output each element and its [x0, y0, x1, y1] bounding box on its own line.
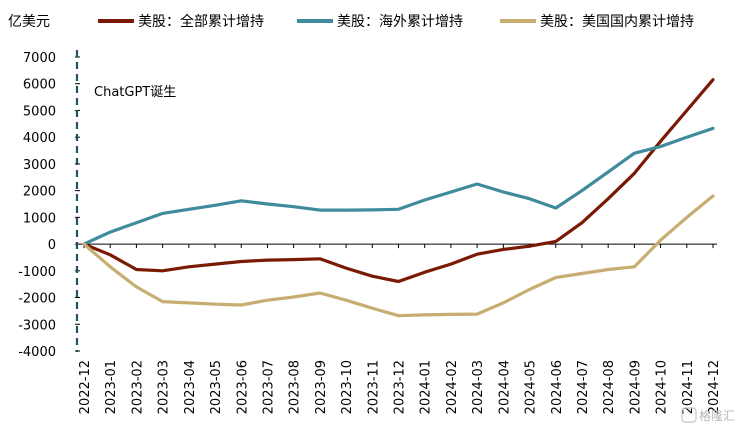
x-tick-label: 2023-12	[393, 360, 408, 414]
x-tick-label: 2024-12	[707, 360, 722, 414]
x-tick-label: 2023-05	[209, 360, 224, 414]
series-line-1	[82, 78, 715, 284]
y-tick-label: 2000	[23, 185, 56, 200]
x-tick-label: 2024-03	[471, 360, 486, 414]
x-tick-label: 2024-09	[628, 360, 643, 414]
y-tick-label: -4000	[18, 345, 56, 360]
y-tick-label: 5000	[23, 104, 56, 119]
x-tick-label: 2023-10	[340, 360, 355, 414]
y-tick-label: -1000	[18, 265, 56, 280]
chatgpt-annotation-label: ChatGPT诞生	[94, 85, 176, 100]
watermark-text: 格隆汇	[699, 408, 735, 423]
x-tick-label: 2023-01	[104, 360, 119, 414]
x-tick-label: 2023-07	[261, 360, 276, 414]
series-line-2	[82, 126, 715, 246]
x-tick-label: 2024-06	[550, 360, 565, 414]
x-tick-label: 2024-02	[445, 360, 460, 414]
y-tick-label: 6000	[23, 78, 56, 93]
y-tick-label: 0	[48, 238, 56, 253]
legend-label: 美股：全部累计增持	[138, 13, 264, 30]
x-tick-label: 2023-08	[288, 360, 303, 414]
x-tick-label: 2023-11	[366, 360, 381, 414]
y-tick-label: 7000	[23, 51, 56, 66]
x-tick-label: 2024-01	[419, 360, 434, 414]
x-tick-label: 2024-05	[524, 360, 539, 414]
watermark: 格隆汇	[681, 407, 735, 423]
y-tick-label: -2000	[18, 292, 56, 307]
chatgpt-annotation: ChatGPT诞生	[75, 50, 176, 352]
series-lines	[82, 78, 715, 318]
y-axis: 7000 6000 5000 4000 3000 2000 1000 0 -1000 -2000 -…	[18, 51, 80, 360]
y-tick-label: 4000	[23, 131, 56, 146]
x-tick-label: 2023-03	[157, 360, 172, 414]
legend-label: 美股：美国国内累计增持	[540, 14, 694, 30]
x-tick-label: 2024-11	[681, 360, 696, 414]
x-tick-label: 2023-04	[183, 360, 198, 414]
y-tick-label: 3000	[23, 158, 56, 173]
watermark-logo-icon	[681, 407, 697, 423]
x-tick-label: 2023-06	[235, 360, 250, 414]
chart-legend: 美股：全部累计增持 美股：海外累计增持 美股：美国国内累计增持	[98, 13, 694, 30]
x-axis: 2022-12 2023-01 2023-02 2023-03 2023-04 2023-…	[78, 243, 722, 414]
series-line-3	[82, 194, 715, 318]
y-axis-unit-label: 亿美元	[8, 14, 50, 30]
x-tick-label: 2023-09	[314, 360, 329, 414]
x-tick-label: 2024-04	[497, 360, 512, 414]
x-tick-label: 2023-02	[130, 360, 145, 414]
y-tick-label: 1000	[23, 211, 56, 226]
legend-label: 美股：海外累计增持	[337, 14, 463, 30]
x-tick-label: 2022-12	[78, 360, 93, 414]
x-tick-label: 2024-08	[602, 360, 617, 414]
x-tick-label: 2024-07	[576, 360, 591, 414]
y-tick-label: -3000	[18, 318, 56, 333]
x-tick-label: 2024-10	[655, 360, 670, 414]
